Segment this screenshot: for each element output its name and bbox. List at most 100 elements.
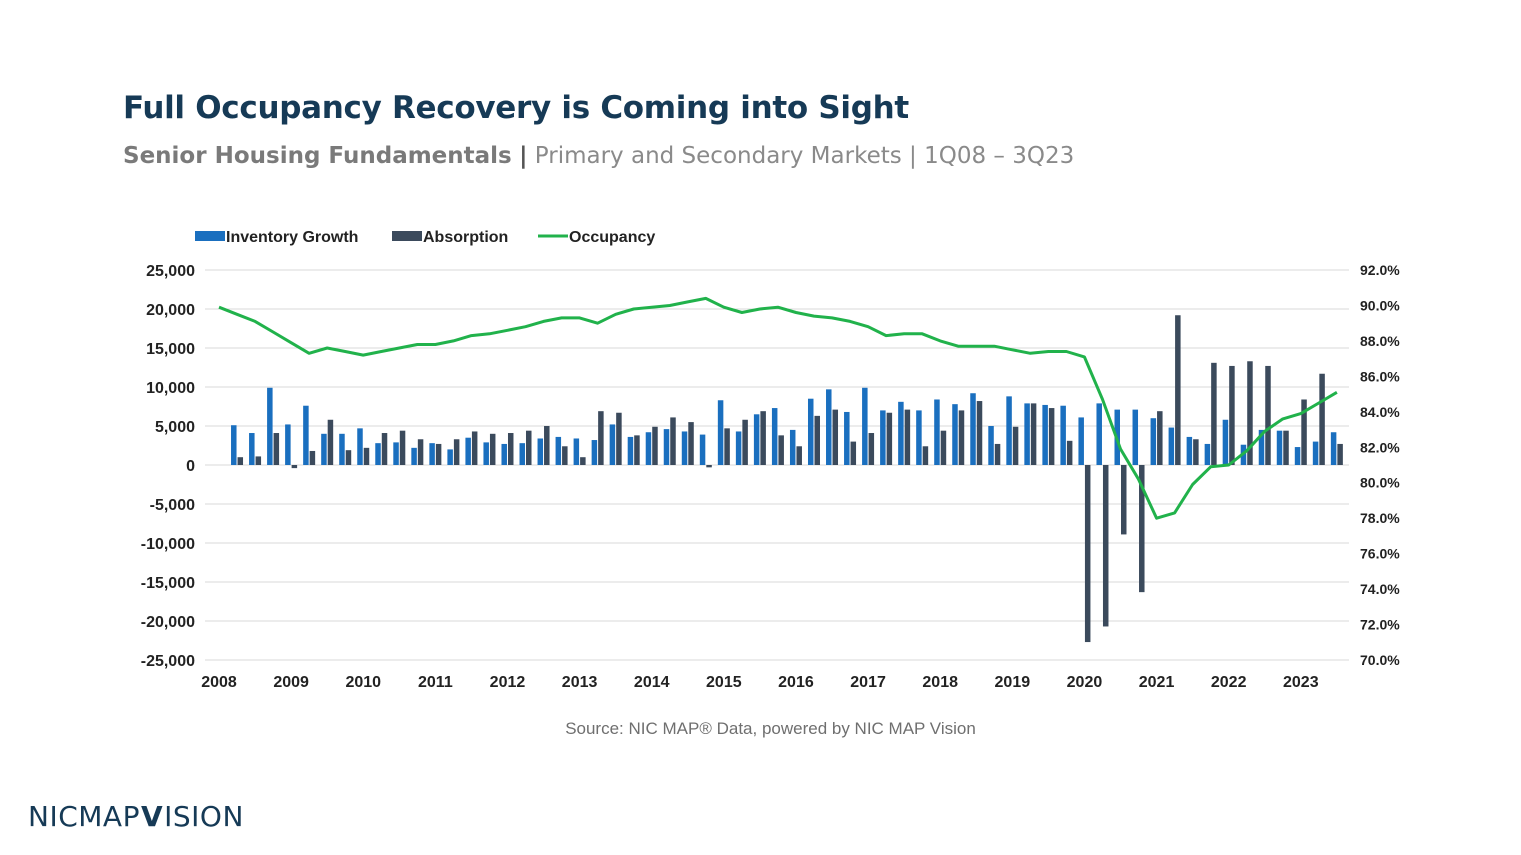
inventory-growth-bar (519, 443, 526, 465)
absorption-bar (886, 412, 893, 465)
absorption-bar (1084, 465, 1091, 643)
inventory-growth-bar (573, 438, 580, 465)
absorption-bar (1211, 362, 1217, 465)
inventory-growth-bar (1312, 441, 1319, 465)
y-right-tick-label: 74.0% (1360, 581, 1400, 597)
inventory-growth-bar (591, 440, 598, 465)
inventory-growth-bar (898, 401, 904, 465)
absorption-bar (1139, 465, 1145, 593)
absorption-bar (1283, 430, 1289, 465)
inventory-growth-bar (862, 387, 868, 465)
x-tick-label: 2014 (634, 674, 670, 691)
y-right-tick-label: 92.0% (1360, 262, 1400, 278)
logo-text-left: NICMAP (28, 800, 140, 833)
inventory-growth-bar (1294, 447, 1301, 465)
inventory-growth-bar (1024, 403, 1030, 465)
inventory-growth-bar (375, 443, 381, 465)
y-left-tick-label: 20,000 (146, 302, 195, 319)
occupancy-line (218, 296, 1338, 520)
y-left-tick-label: -5,000 (150, 497, 195, 514)
absorption-bar (363, 447, 370, 465)
absorption-bar (652, 426, 658, 465)
inventory-growth-bar (717, 400, 724, 465)
y-right-tick-label: 70.0% (1360, 652, 1400, 668)
inventory-growth-bar (447, 449, 453, 465)
inventory-growth-bar (1276, 430, 1283, 465)
absorption-bar (1337, 443, 1343, 465)
absorption-bar (688, 422, 694, 465)
y-right-tick-label: 78.0% (1360, 510, 1400, 526)
absorption-bar (526, 430, 532, 465)
absorption-bar (1301, 399, 1307, 465)
legend: Inventory Growth Absorption Occupancy (195, 229, 655, 246)
bar-series (231, 315, 1343, 643)
absorption-bar (976, 401, 983, 465)
axes: 25,000 20,000 15,000 10,000 5,000 0 -5,000 -10,… (141, 262, 1401, 691)
absorption-bar (724, 428, 730, 465)
absorption-bar (598, 411, 604, 465)
absorption-bar (778, 435, 784, 465)
absorption-bar (760, 411, 766, 465)
absorption-bar (1265, 365, 1271, 465)
inventory-growth-bar (1330, 432, 1337, 465)
inventory-growth-bar (321, 433, 327, 465)
x-tick-label: 2009 (273, 674, 309, 691)
absorption-bar (940, 430, 947, 465)
legend-label: Absorption (423, 229, 508, 246)
absorption-bar (327, 419, 334, 465)
inventory-growth-bar (1204, 443, 1211, 465)
legend-swatch (392, 231, 422, 241)
absorption-bar (634, 435, 640, 465)
y-left-tick-label: 10,000 (146, 380, 195, 397)
line-series (218, 296, 1338, 520)
inventory-growth-bar (844, 411, 850, 465)
inventory-growth-bar (1042, 404, 1048, 465)
y-left-tick-label: 0 (186, 458, 195, 475)
inventory-growth-bar (988, 426, 994, 465)
inventory-growth-bar (537, 438, 544, 465)
x-tick-label: 2015 (706, 674, 742, 691)
inventory-growth-bar (970, 393, 976, 465)
legend-swatch (195, 231, 225, 241)
y-left-tick-label: 5,000 (155, 419, 195, 436)
absorption-bar (273, 433, 280, 465)
absorption-bar (507, 433, 514, 465)
nic-map-vision-logo: NICMAPVISION (28, 800, 244, 833)
legend-occupancy: Occupancy (538, 229, 655, 246)
inventory-growth-bar (267, 387, 273, 465)
absorption-bar (1102, 465, 1109, 627)
inventory-growth-bar (699, 434, 706, 465)
inventory-growth-bar (681, 431, 688, 465)
absorption-bar (1048, 408, 1055, 465)
inventory-growth-bar (465, 437, 471, 465)
absorption-bar (958, 410, 965, 465)
absorption-bar (309, 450, 316, 465)
absorption-bar (453, 439, 460, 465)
inventory-growth-bar (357, 428, 363, 465)
absorption-bar (255, 456, 262, 465)
absorption-bar (850, 441, 857, 465)
inventory-growth-bar (339, 433, 345, 465)
inventory-growth-bar (1060, 405, 1066, 465)
inventory-growth-bar (285, 424, 291, 465)
x-tick-label: 2012 (490, 674, 526, 691)
inventory-growth-bar (1258, 429, 1265, 465)
inventory-growth-bar (789, 429, 796, 465)
y-left-tick-label: 15,000 (146, 341, 195, 358)
inventory-growth-bar (826, 389, 832, 465)
y-left-tick-label: -20,000 (141, 614, 195, 631)
y-left-tick-label: -15,000 (141, 575, 195, 592)
absorption-bar (291, 465, 298, 469)
x-tick-label: 2011 (418, 674, 453, 691)
absorption-bar (814, 415, 820, 465)
inventory-growth-bar (555, 436, 562, 465)
inventory-growth-bar (753, 414, 760, 465)
chart-title: Full Occupancy Recovery is Coming into S… (123, 90, 909, 126)
subtitle-rest: Primary and Secondary Markets | 1Q08 – 3… (534, 143, 1075, 169)
absorption-bar (1247, 361, 1253, 465)
inventory-growth-bar (393, 442, 399, 465)
x-tick-label: 2013 (562, 674, 598, 691)
absorption-bar (1319, 373, 1325, 465)
y-left-tick-label: -10,000 (141, 536, 195, 553)
combo-chart: 25,000 20,000 15,000 10,000 5,000 0 -5,000 -10,… (141, 229, 1401, 691)
